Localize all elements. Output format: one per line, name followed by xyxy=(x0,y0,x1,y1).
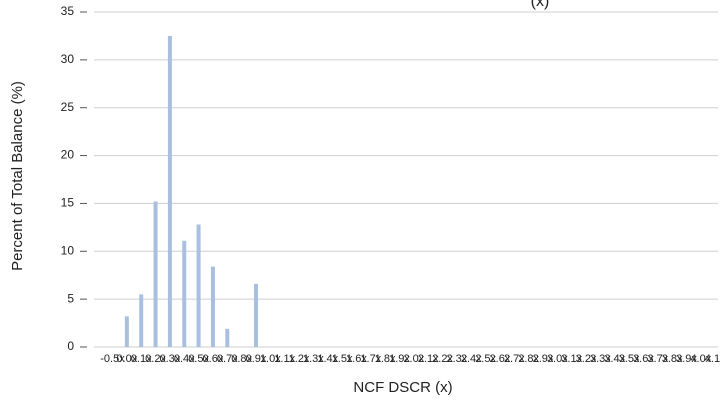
x-tick-label: 2.7x xyxy=(504,353,525,365)
x-tick-label: 3.7x xyxy=(647,353,668,365)
y-axis-ticks: 0 5 10 15 20 25 30 35 xyxy=(61,4,87,353)
x-tick-label: 3.0x xyxy=(547,353,568,365)
bar xyxy=(153,201,158,347)
x-tick-label: 1.6x xyxy=(346,353,367,365)
x-tick-label: 4.0x xyxy=(690,353,711,365)
x-tick-label: 1.1x xyxy=(274,353,295,365)
x-tick-label: 2.4x xyxy=(461,353,482,365)
x-tick-label: 2.6x xyxy=(490,353,511,365)
x-tick-label: 1.7x xyxy=(360,353,381,365)
y-tick-label: 5 xyxy=(67,291,74,305)
x-tick-label: 3.2x xyxy=(576,353,597,365)
x-tick-label: 2.0x xyxy=(403,353,424,365)
x-tick-label: 2.5x xyxy=(475,353,496,365)
x-tick-label: 2.9x xyxy=(533,353,554,365)
x-tick-label: 1.0x xyxy=(260,353,281,365)
x-tick-label: 0.9x xyxy=(246,353,267,365)
x-tick-label: 2.3x xyxy=(447,353,468,365)
x-tick-label: 3.8x xyxy=(662,353,683,365)
x-tick-label: 1.3x xyxy=(303,353,324,365)
x-tick-label: 3.5x xyxy=(619,353,640,365)
x-tick-label: 0.5x xyxy=(188,353,209,365)
x-tick-label: 3.4x xyxy=(604,353,625,365)
x-tick-label: 0.6x xyxy=(203,353,224,365)
bar xyxy=(139,294,144,347)
x-tick-label: 1.9x xyxy=(389,353,410,365)
x-tick-label: 0.1x xyxy=(131,353,152,365)
y-tick-label: 10 xyxy=(61,243,75,257)
y-tick-label: 15 xyxy=(61,196,75,210)
y-tick-label: 25 xyxy=(61,100,75,114)
y-axis-title: Percent of Total Balance (%) xyxy=(9,81,26,271)
y-tick-label: 20 xyxy=(61,148,75,162)
bar xyxy=(254,283,258,347)
bar xyxy=(225,328,230,347)
x-tick-label: 0.2x xyxy=(145,353,166,365)
y-tick-label: 0 xyxy=(67,339,74,353)
gridlines xyxy=(94,11,718,348)
x-tick-label: 0.3x xyxy=(160,353,181,365)
bar xyxy=(210,266,215,347)
x-tick-label: 3.1x xyxy=(561,353,582,365)
bar xyxy=(182,240,187,347)
y-tick-label: 35 xyxy=(61,4,75,18)
bar xyxy=(196,224,201,347)
x-axis-title: NCF DSCR (x) xyxy=(353,379,452,396)
x-tick-label: 0.0x xyxy=(116,353,137,365)
y-tick-label: 30 xyxy=(61,52,75,66)
x-tick-label: 3.6x xyxy=(633,353,654,365)
x-tick-label: 2.1x xyxy=(418,353,439,365)
x-axis-ticks: -0.5x0.0x0.1x0.2x0.3x0.4x0.5x0.6x0.7x0.8… xyxy=(100,353,720,365)
x-tick-label: 1.5x xyxy=(332,353,353,365)
bars xyxy=(124,35,258,348)
x-tick-label: 1.8x xyxy=(375,353,396,365)
x-tick-label: 1.4x xyxy=(317,353,338,365)
x-tick-label: -0.5x xyxy=(100,353,125,365)
chart-title: (x) xyxy=(531,0,550,10)
x-tick-label: 0.7x xyxy=(217,353,238,365)
bar xyxy=(167,35,172,348)
x-tick-label: 2.2x xyxy=(432,353,453,365)
x-tick-label: 2.8x xyxy=(518,353,539,365)
x-tick-label: 3.3x xyxy=(590,353,611,365)
x-tick-label: 0.8x xyxy=(231,353,252,365)
x-tick-label: 3.9x xyxy=(676,353,697,365)
bar xyxy=(124,316,129,347)
x-tick-label: 1.2x xyxy=(289,353,310,365)
x-tick-label: 0.4x xyxy=(174,353,195,365)
x-tick-label: 4.1x xyxy=(705,353,720,365)
